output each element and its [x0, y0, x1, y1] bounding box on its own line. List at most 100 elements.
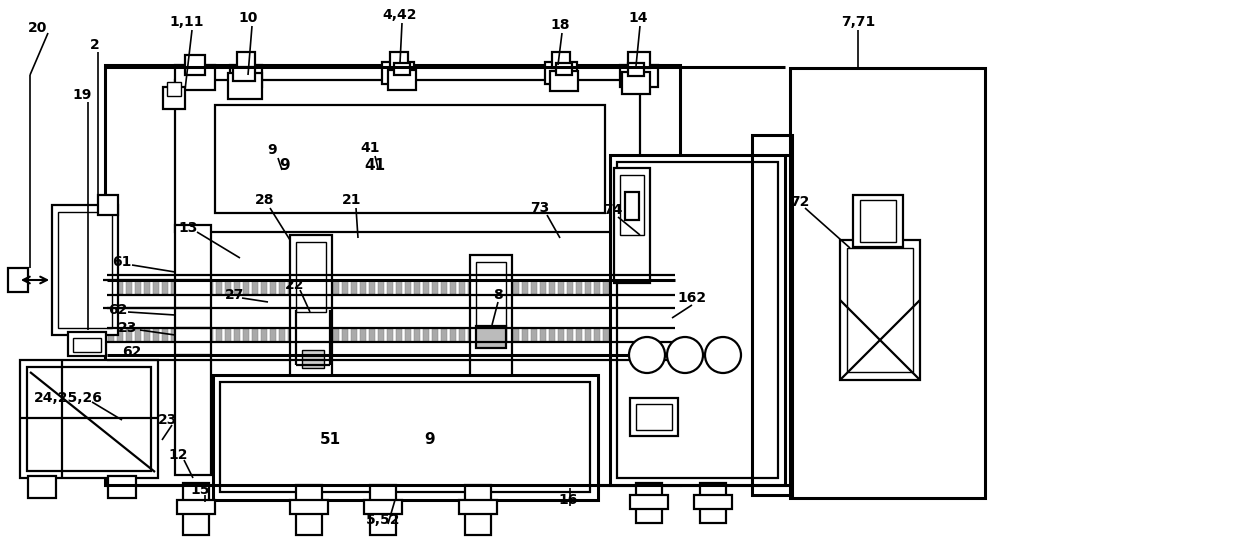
Bar	[441, 281, 446, 294]
Bar	[365, 500, 402, 514]
Bar	[470, 255, 512, 400]
Text: 12: 12	[169, 448, 187, 462]
Bar	[549, 281, 556, 294]
Bar	[551, 71, 578, 91]
Bar	[144, 329, 150, 342]
Bar	[513, 329, 520, 342]
Bar	[620, 65, 658, 87]
Bar	[378, 281, 384, 294]
Bar	[360, 281, 366, 294]
Bar	[360, 329, 366, 342]
Bar	[270, 329, 277, 342]
Bar	[370, 485, 396, 535]
Bar	[279, 281, 285, 294]
Bar	[370, 281, 374, 294]
Bar	[298, 329, 303, 342]
Bar	[180, 281, 186, 294]
Bar	[476, 262, 506, 342]
Bar	[342, 329, 348, 342]
Bar	[126, 281, 131, 294]
Bar	[58, 212, 112, 328]
Bar	[73, 338, 100, 352]
Bar	[621, 281, 627, 294]
Bar	[351, 281, 357, 294]
Bar	[649, 281, 653, 294]
Text: 8: 8	[494, 288, 503, 302]
Bar	[334, 329, 339, 342]
Bar	[441, 329, 446, 342]
Text: 162: 162	[677, 291, 707, 305]
Bar	[215, 105, 605, 213]
Bar	[224, 329, 231, 342]
Bar	[585, 281, 591, 294]
Bar	[7, 268, 29, 292]
Text: 62: 62	[123, 345, 141, 359]
Bar	[177, 500, 215, 514]
Bar	[370, 329, 374, 342]
Bar	[233, 67, 255, 81]
Text: 14: 14	[629, 11, 647, 25]
Bar	[701, 483, 725, 523]
Bar	[29, 476, 56, 498]
Bar	[839, 240, 920, 380]
Bar	[306, 329, 312, 342]
Bar	[751, 135, 792, 495]
Bar	[279, 329, 285, 342]
Text: 9: 9	[424, 433, 435, 448]
Bar	[539, 281, 546, 294]
Bar	[315, 281, 321, 294]
Bar	[861, 200, 897, 242]
Text: 23: 23	[118, 321, 138, 335]
Text: 22: 22	[285, 278, 305, 292]
Bar	[486, 329, 492, 342]
Bar	[207, 329, 213, 342]
Bar	[423, 281, 429, 294]
Bar	[153, 281, 159, 294]
Bar	[126, 329, 131, 342]
Bar	[188, 281, 195, 294]
Bar	[162, 329, 167, 342]
Text: 23: 23	[159, 413, 177, 427]
Text: 41: 41	[361, 141, 379, 155]
Bar	[198, 281, 205, 294]
Bar	[467, 329, 474, 342]
Text: 27: 27	[226, 288, 244, 302]
Bar	[396, 281, 402, 294]
Bar	[630, 281, 636, 294]
Bar	[162, 281, 167, 294]
Bar	[790, 68, 985, 498]
Bar	[296, 485, 322, 535]
Bar	[552, 52, 570, 68]
Bar	[243, 281, 249, 294]
Bar	[639, 281, 645, 294]
Bar	[459, 329, 465, 342]
Bar	[513, 281, 520, 294]
Bar	[657, 329, 663, 342]
Bar	[594, 281, 600, 294]
Bar	[549, 329, 556, 342]
Bar	[577, 329, 582, 342]
Bar	[450, 281, 456, 294]
Bar	[539, 329, 546, 342]
Text: 1,11: 1,11	[170, 15, 205, 29]
Bar	[213, 375, 598, 500]
Bar	[649, 329, 653, 342]
Bar	[167, 82, 181, 96]
Text: 21: 21	[342, 193, 362, 207]
Bar	[290, 235, 332, 390]
Bar	[135, 329, 141, 342]
Bar	[303, 350, 324, 368]
Text: 9: 9	[280, 158, 290, 173]
Bar	[546, 62, 577, 84]
Bar	[237, 52, 255, 68]
Bar	[405, 281, 410, 294]
Bar	[52, 205, 118, 335]
Bar	[625, 192, 639, 220]
Bar	[153, 329, 159, 342]
Bar	[423, 329, 429, 342]
Bar	[175, 80, 640, 232]
Bar	[630, 495, 668, 509]
Bar	[20, 360, 157, 478]
Bar	[620, 175, 644, 235]
Bar	[636, 404, 672, 430]
